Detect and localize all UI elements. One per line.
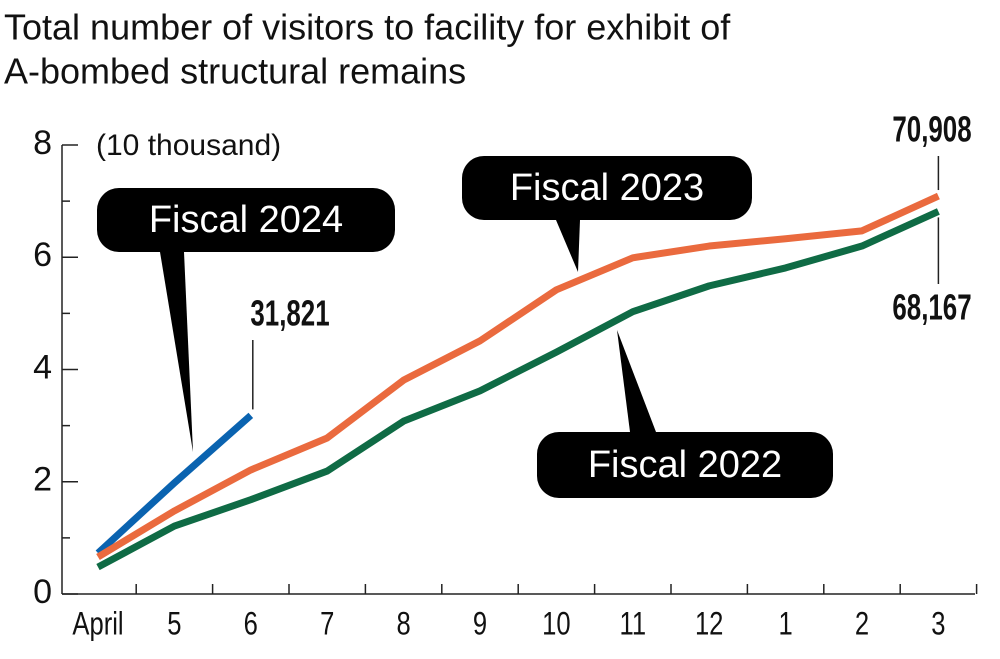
callout	[462, 156, 752, 220]
chart-title: Total number of visitors to facility for…	[4, 7, 731, 48]
callout-pointer	[160, 252, 193, 452]
data-label: 68,167	[892, 287, 971, 327]
callout	[537, 432, 833, 498]
y-tick-label: 2	[33, 461, 52, 499]
series-line	[95, 412, 254, 556]
x-tick-label: 12	[695, 607, 723, 642]
chart-title: A-bombed structural remains	[4, 51, 466, 92]
series-line	[96, 208, 940, 571]
x-tick-label: 5	[167, 607, 181, 642]
callout	[97, 188, 395, 252]
x-tick-label: 3	[931, 607, 945, 642]
x-tick-label: 6	[244, 607, 258, 642]
x-tick-label: 2	[855, 607, 869, 642]
x-tick-label: 1	[778, 607, 792, 642]
x-tick-label: 7	[320, 607, 334, 642]
y-axis-label: (10 thousand)	[96, 129, 281, 162]
x-tick-label: 10	[542, 607, 570, 642]
legend-label: Fiscal 2024	[149, 199, 343, 241]
x-tick-label: 11	[620, 607, 647, 642]
legend-label: Fiscal 2023	[510, 167, 704, 209]
y-tick-label: 4	[33, 348, 52, 386]
data-label: 31,821	[250, 293, 329, 333]
x-tick-label: 8	[396, 607, 410, 642]
y-tick-label: 8	[33, 124, 52, 162]
legend-label: Fiscal 2022	[588, 444, 782, 486]
data-label: 70,908	[892, 109, 971, 149]
callout-pointer	[617, 330, 656, 432]
callout-pointer	[556, 220, 580, 272]
series-line	[96, 192, 940, 560]
y-tick-label: 0	[33, 573, 52, 611]
y-tick-label: 6	[33, 236, 52, 274]
x-tick-label: April	[72, 607, 123, 642]
x-tick-label: 9	[473, 607, 487, 642]
